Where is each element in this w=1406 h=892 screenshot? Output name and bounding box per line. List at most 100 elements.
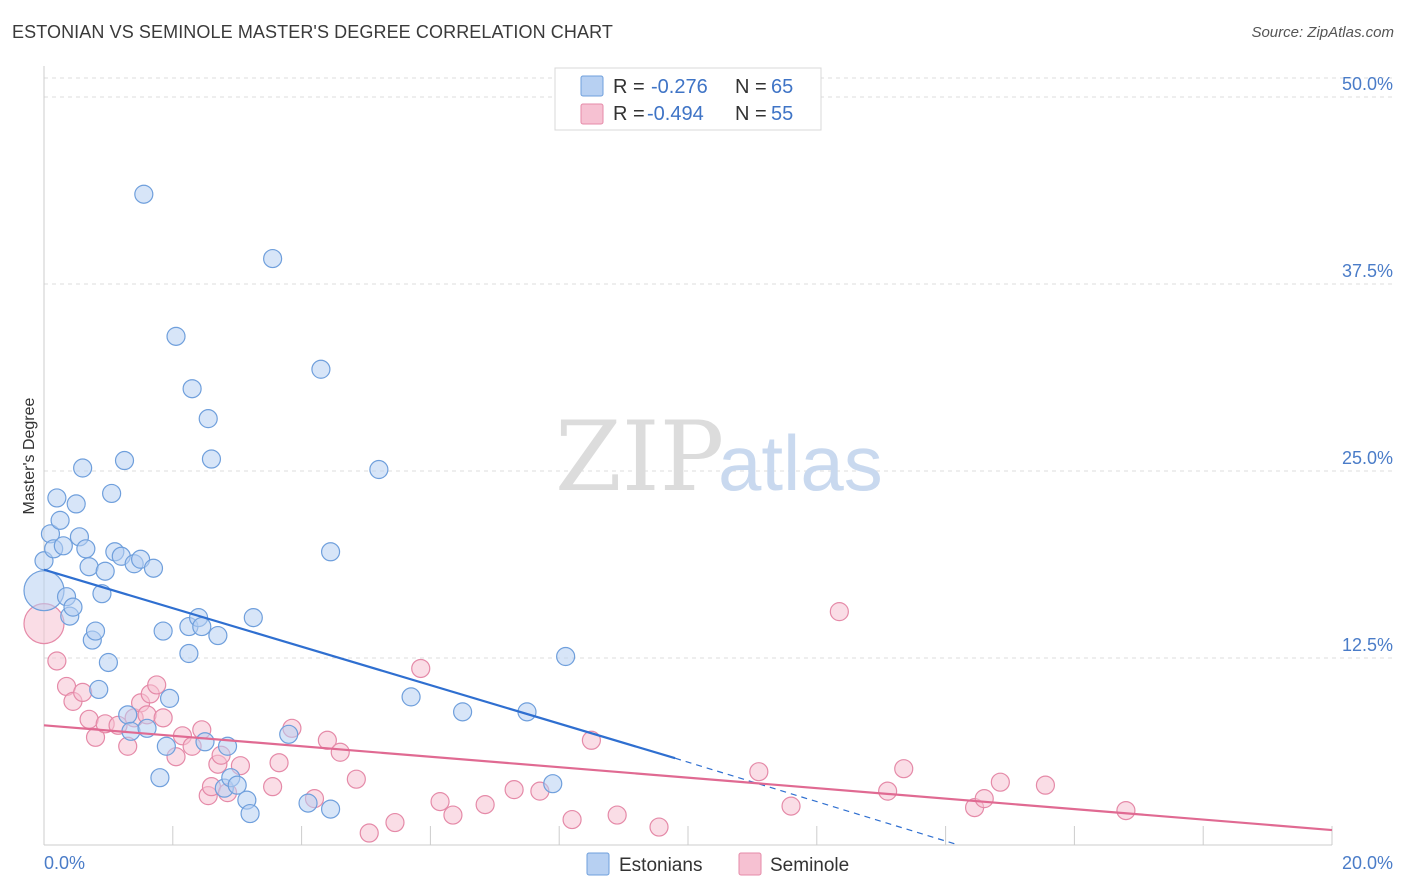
seminole-trend-line xyxy=(43,724,1333,832)
seminole-point-45 xyxy=(749,762,769,782)
seminole-point-48 xyxy=(878,781,898,801)
estonians-point-63 xyxy=(543,774,563,794)
estonians-point-14 xyxy=(79,557,99,577)
legend-n-label-1: N = xyxy=(735,76,767,98)
seminole-point-4 xyxy=(73,682,93,703)
estonians-point-51 xyxy=(240,803,260,824)
watermark-zip: ZIP xyxy=(555,401,724,513)
legend-r-label-1: R = xyxy=(613,76,645,98)
seminole-point-39 xyxy=(504,780,524,800)
seminole-point-47 xyxy=(829,602,849,622)
grid-layer xyxy=(44,77,1392,659)
seminole-point-32 xyxy=(346,769,366,789)
seminole-point-42 xyxy=(581,730,602,750)
estonians-point-32 xyxy=(150,768,170,788)
legend-n-value-2: 55 xyxy=(771,103,793,125)
y-tick-label-0: 12.5% xyxy=(1342,635,1393,655)
estonians-point-57 xyxy=(320,799,341,819)
seminole-point-36 xyxy=(430,792,450,812)
estonians-point-24 xyxy=(114,450,135,471)
seminole-point-37 xyxy=(443,805,463,825)
bottom-swatch-seminole xyxy=(738,852,762,876)
estonians-point-13 xyxy=(76,539,96,559)
estonians-point-44 xyxy=(208,625,228,646)
watermark: ZIP atlas xyxy=(555,401,883,513)
estonians-point-58 xyxy=(320,542,341,562)
seminole-point-31 xyxy=(330,742,350,762)
estonians-point-46 xyxy=(217,736,238,756)
legend-n-label-2: N = xyxy=(735,103,767,125)
estonians-point-49 xyxy=(227,775,247,795)
seminole-point-14 xyxy=(147,675,167,695)
estonians-point-39 xyxy=(192,616,212,637)
seminole-point-53 xyxy=(1035,775,1056,795)
seminole-point-15 xyxy=(153,708,173,728)
seminole-point-43 xyxy=(607,805,627,825)
estonians-point-53 xyxy=(263,248,283,269)
estonians-point-12 xyxy=(73,458,93,478)
bottom-legend-seminole: Seminole xyxy=(770,855,849,876)
estonians-point-5 xyxy=(50,510,70,530)
estonians-point-64 xyxy=(556,646,576,667)
estonians-point-34 xyxy=(156,736,176,756)
estonians-point-19 xyxy=(95,561,115,581)
seminole-point-52 xyxy=(990,772,1010,792)
estonians-point-31 xyxy=(143,558,164,578)
estonians-point-56 xyxy=(311,359,331,379)
legend-r-label-2: R = xyxy=(613,103,645,125)
estonians-point-60 xyxy=(401,687,421,707)
estonians-trend-extension xyxy=(674,757,959,846)
estonians-point-29 xyxy=(134,184,154,204)
estonians-point-59 xyxy=(369,459,389,480)
estonians-point-17 xyxy=(89,679,109,700)
y-axis-label: Master's Degree xyxy=(21,397,38,514)
estonians-point-54 xyxy=(279,724,299,744)
estonians-point-61 xyxy=(453,702,473,722)
estonians-point-33 xyxy=(153,621,173,641)
seminole-point-6 xyxy=(85,727,106,747)
seminole-point-51 xyxy=(974,789,994,809)
bottom-swatch-estonians xyxy=(586,852,610,876)
estonians-point-0 xyxy=(23,570,65,612)
estonians-point-48 xyxy=(179,643,199,664)
bottom-legend-estonians: Estonians xyxy=(619,855,702,876)
seminole-point-54 xyxy=(1116,800,1136,821)
estonians-point-10 xyxy=(66,494,86,514)
seminole-point-49 xyxy=(894,759,914,779)
estonians-point-4 xyxy=(47,488,67,508)
x-tick-label-max: 20.0% xyxy=(1342,853,1393,873)
legend-swatch-seminole xyxy=(580,103,604,125)
legend-r-value-2: -0.494 xyxy=(647,103,704,125)
seminole-point-44 xyxy=(649,817,669,837)
correlation-legend: R = -0.276 N = 65 R = -0.494 N = 55 xyxy=(554,67,822,131)
estonians-point-52 xyxy=(243,608,263,628)
axis-layer: 12.5% 25.0% 37.5% 50.0% 0.0% 20.0% xyxy=(43,66,1393,873)
seminole-point-33 xyxy=(359,823,379,843)
estonians-point-20 xyxy=(98,652,119,673)
y-tick-label-3: 50.0% xyxy=(1342,74,1393,94)
points-layer xyxy=(23,184,1136,843)
estonians-point-41 xyxy=(182,379,202,399)
legend-r-value-1: -0.276 xyxy=(651,76,708,98)
estonians-point-36 xyxy=(166,326,186,346)
seminole-point-26 xyxy=(263,777,283,797)
seminole-point-41 xyxy=(562,809,582,830)
seminole-point-5 xyxy=(79,709,99,729)
seminole-point-1 xyxy=(47,651,67,671)
estonians-point-6 xyxy=(53,536,73,556)
chart-title: ESTONIAN VS SEMINOLE MASTER'S DEGREE COR… xyxy=(12,22,613,42)
estonians-point-16 xyxy=(85,621,106,641)
seminole-point-27 xyxy=(269,753,289,773)
estonians-point-25 xyxy=(118,705,138,725)
estonians-point-35 xyxy=(159,688,180,708)
seminole-point-46 xyxy=(781,796,801,816)
estonians-point-43 xyxy=(201,449,222,469)
seminole-point-38 xyxy=(475,795,495,815)
estonians-trend-line xyxy=(43,568,676,760)
series-legend: Estonians Seminole xyxy=(586,852,849,876)
estonians-point-21 xyxy=(102,483,122,504)
legend-swatch-estonians xyxy=(580,75,604,97)
x-tick-label-min: 0.0% xyxy=(44,853,85,873)
estonians-point-55 xyxy=(298,793,318,813)
